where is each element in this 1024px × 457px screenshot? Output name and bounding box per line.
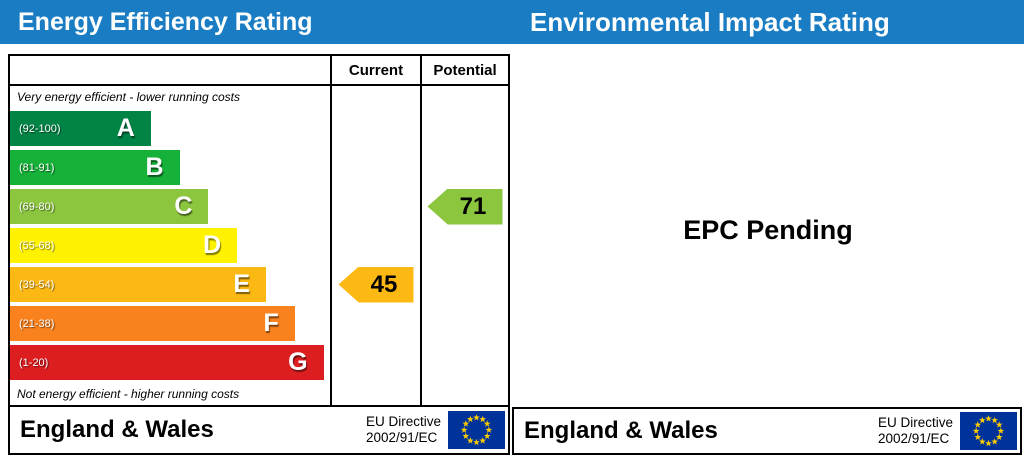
potential-column-divider <box>420 86 422 405</box>
band-range: (21-38) <box>19 317 55 330</box>
band-bar-c: (69-80) C <box>10 189 209 224</box>
current-column-header: Current <box>330 56 420 84</box>
band-row-f: (21-38) F <box>10 304 330 343</box>
current-arrow-zone: 45 <box>332 109 420 382</box>
band-bar-e: (39-54) E <box>10 267 266 302</box>
band-row-a: (92-100) A <box>10 109 330 148</box>
band-letter: A <box>116 114 135 142</box>
region-label: England & Wales <box>524 417 718 444</box>
band-row-c: (69-80) C <box>10 187 330 226</box>
eu-flag <box>960 412 1017 450</box>
band-letter: E <box>233 270 250 298</box>
band-row-g: (1-20) G <box>10 343 330 382</box>
efficient-note: Very energy efficient - lower running co… <box>17 90 240 104</box>
current-rating-arrow: 45 <box>338 266 414 303</box>
eu-directive-line1: EU Directive <box>365 413 441 429</box>
band-range: (81-91) <box>19 161 55 174</box>
band-bar-d: (55-68) D <box>10 228 238 263</box>
band-range: (1-20) <box>19 356 49 369</box>
epc-pending-label: EPC Pending <box>683 215 853 245</box>
current-column-divider <box>330 86 332 405</box>
eu-directive-line1: EU Directive <box>877 414 953 430</box>
inefficient-note: Not energy efficient - higher running co… <box>17 387 240 401</box>
eu-directive-line2: 2002/91/EC <box>365 430 438 445</box>
column-header-spacer <box>10 56 330 84</box>
band-letter: F <box>263 309 279 337</box>
eu-directive-label: EU Directive 2002/91/EC <box>878 415 960 447</box>
band-list: (92-100) A (81-91) B (69-80) C (55-68) D (39-54)… <box>10 109 330 382</box>
eu-flag <box>448 411 505 449</box>
energy-rating-title: Energy Efficiency Rating <box>18 7 313 36</box>
band-row-e: (39-54) E <box>10 265 330 304</box>
band-row-d: (55-68) D <box>10 226 330 265</box>
potential-arrow-zone: 71 <box>422 109 508 382</box>
band-bar-a: (92-100) A <box>10 111 151 146</box>
potential-column-header: Potential <box>420 56 508 84</box>
eu-directive-line2: 2002/91/EC <box>877 431 950 446</box>
band-bar-g: (1-20) G <box>10 345 324 380</box>
band-letter: C <box>174 192 193 220</box>
band-bar-b: (81-91) B <box>10 150 180 185</box>
band-range: (55-68) <box>19 239 55 252</box>
region-label: England & Wales <box>20 416 214 443</box>
band-letter: G <box>288 348 308 376</box>
impact-rating-title: Environmental Impact Rating <box>530 6 890 37</box>
band-bar-f: (21-38) F <box>10 306 295 341</box>
potential-rating-arrow: 71 <box>427 188 503 225</box>
rating-chart: Very energy efficient - lower running co… <box>10 86 508 407</box>
band-range: (69-80) <box>19 200 55 213</box>
band-range: (92-100) <box>19 122 61 135</box>
impact-footer: England & Wales EU Directive 2002/91/EC <box>512 407 1022 455</box>
impact-panel: EPC Pending <box>512 54 1024 407</box>
band-row-b: (81-91) B <box>10 148 330 187</box>
energy-rating-panel: Current Potential Very energy efficient … <box>8 54 510 455</box>
header-bar: Energy Efficiency Rating Environmental I… <box>0 0 1024 44</box>
eu-directive-label: EU Directive 2002/91/EC <box>366 414 448 446</box>
band-range: (39-54) <box>19 278 55 291</box>
column-header-row: Current Potential <box>10 56 508 86</box>
band-letter: B <box>145 153 164 181</box>
band-letter: D <box>203 231 222 259</box>
energy-footer: England & Wales EU Directive 2002/91/EC <box>10 407 508 453</box>
